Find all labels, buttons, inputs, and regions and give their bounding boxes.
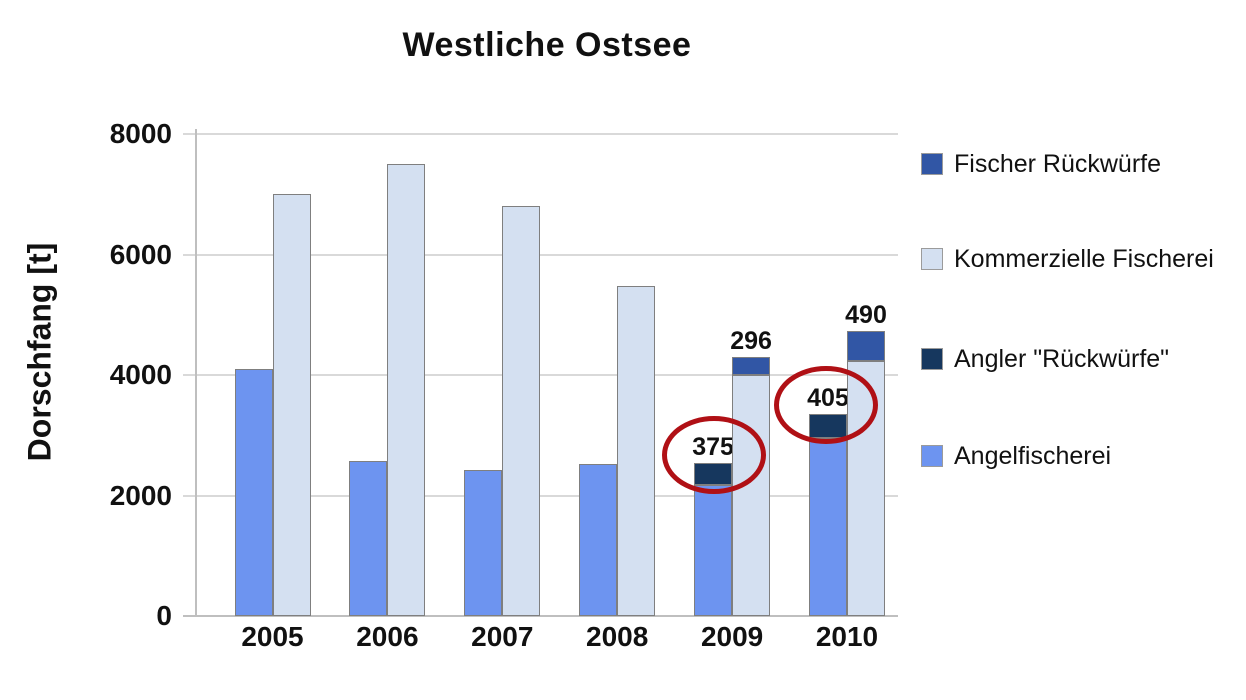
gridline [183,253,898,256]
bar-segment-angelfischerei-2007 [464,470,503,616]
bar-segment-fischer-r-ckw-rfe-2010 [847,331,885,361]
bar-segment-angelfischerei-2005 [234,368,273,616]
bar-segment-kommerzielle-fischerei-2005 [272,194,311,616]
y-axis-line [195,129,197,617]
gridline [183,133,898,135]
bar-value-label: 296 [730,327,772,356]
x-tick-label: 2009 [700,621,764,652]
legend-item-label: Kommerzielle Fischerei [954,244,1214,273]
legend-swatch-icon [921,248,943,270]
legend-item-label: Angelfischerei [954,441,1112,470]
bar-segment-kommerzielle-fischerei-2008 [617,285,656,616]
legend-swatch-icon [921,348,943,370]
bar-segment-kommerzielle-fischerei-2006 [387,164,426,616]
legend-item-label: Angler "Rückwürfe" [954,344,1170,373]
gridline [183,374,898,376]
legend-item-label: Fischer Rückwürfe [954,149,1161,178]
legend-swatch-icon [921,445,943,467]
y-tick-label: 4000 [109,359,172,390]
bar-segment-kommerzielle-fischerei-2009 [732,375,771,616]
legend-item-kommerzielle-fischerei: Kommerzielle Fischerei [921,244,1214,273]
x-axis-line [183,615,898,617]
legend-item-fischer-rueckwuerfe: Fischer Rückwürfe [921,149,1161,178]
x-tick-label: 2006 [356,621,419,652]
bar-segment-angelfischerei-2009 [694,485,733,616]
legend: Fischer Rückwürfe Kommerzielle Fischerei… [921,0,1246,700]
y-tick-label: 8000 [109,118,172,149]
legend-item-angelfischerei: Angelfischerei [921,441,1112,470]
y-tick-label: 0 [156,600,172,631]
y-tick-label: 2000 [109,479,172,511]
y-tick-label: 6000 [109,238,172,270]
legend-swatch-icon [921,153,943,175]
x-tick-label: 2005 [241,621,304,652]
legend-item-angler-rueckwuerfe: Angler "Rückwürfe" [921,344,1170,373]
highlight-ellipse-375 [662,416,766,494]
bar-segment-kommerzielle-fischerei-2007 [502,206,541,616]
gridline [183,494,898,497]
highlight-ellipse-405 [774,366,878,444]
bar-segment-fischer-r-ckw-rfe-2009 [732,357,771,375]
bar-segment-angelfischerei-2010 [809,438,847,616]
bar-segment-angelfischerei-2008 [579,463,618,616]
x-tick-label: 2007 [471,621,534,652]
x-tick-label: 2008 [586,621,649,652]
chart-title: Westliche Ostsee [402,26,692,64]
bar-segment-angelfischerei-2006 [349,461,388,616]
bar-value-label: 490 [845,301,887,330]
x-tick-label: 2010 [815,621,879,652]
